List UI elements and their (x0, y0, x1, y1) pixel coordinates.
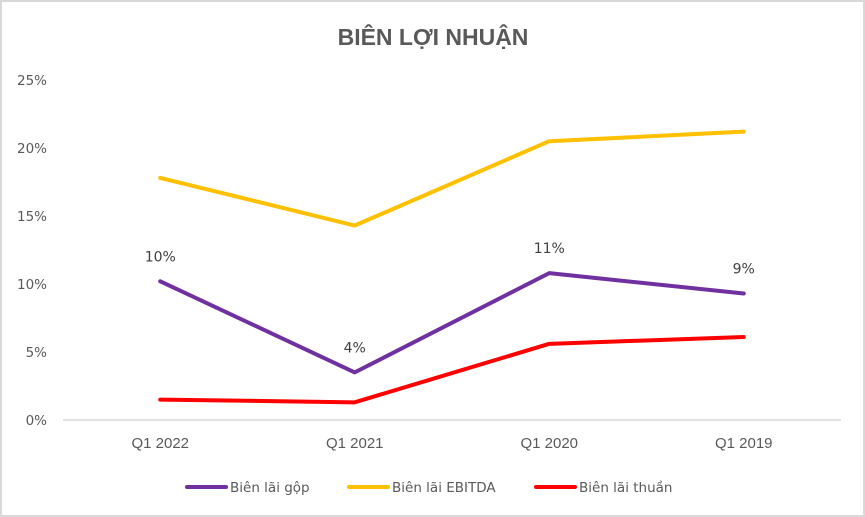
legend-item[interactable]: Biên lãi gộp (185, 480, 310, 496)
data-labels: 10% 4% 11% 9% (145, 241, 755, 356)
y-tick-label: 0% (26, 413, 48, 429)
x-axis: Q1 2022 Q1 2021 Q1 2020 Q1 2019 (131, 435, 772, 452)
series-layer (158, 129, 746, 405)
data-label: 9% (733, 262, 755, 278)
series-line (158, 335, 746, 405)
legend-label: Biên lãi thuần (579, 480, 672, 496)
data-label: 10% (145, 249, 176, 265)
data-label: 4% (344, 340, 366, 356)
y-tick-label: 25% (17, 73, 47, 89)
chart-title: BIÊN LỢI NHUẬN (338, 23, 529, 50)
legend-item[interactable]: Biên lãi thuần (534, 480, 672, 496)
series-biên-lãi-ebitda (158, 129, 746, 228)
series-biên-lãi-gộp (158, 271, 746, 375)
series-line (158, 271, 746, 375)
y-tick-label: 15% (17, 209, 47, 225)
legend-label: Biên lãi EBITDA (392, 480, 496, 496)
legend-item[interactable]: Biên lãi EBITDA (347, 480, 496, 496)
x-tick-label: Q1 2019 (715, 435, 773, 452)
y-axis: 0% 5% 10% 15% 20% 25% (17, 73, 47, 429)
series-line (158, 129, 746, 228)
x-tick-label: Q1 2021 (326, 435, 384, 452)
x-tick-label: Q1 2020 (520, 435, 578, 452)
y-tick-label: 20% (17, 141, 47, 157)
y-tick-label: 5% (26, 345, 48, 361)
x-tick-label: Q1 2022 (131, 435, 189, 452)
series-biên-lãi-thuần (158, 335, 746, 405)
data-label: 11% (534, 241, 565, 257)
legend: Biên lãi gộp Biên lãi EBITDA Biên lãi thuầ… (185, 480, 672, 496)
y-tick-label: 10% (17, 277, 47, 293)
legend-label: Biên lãi gộp (230, 480, 310, 496)
